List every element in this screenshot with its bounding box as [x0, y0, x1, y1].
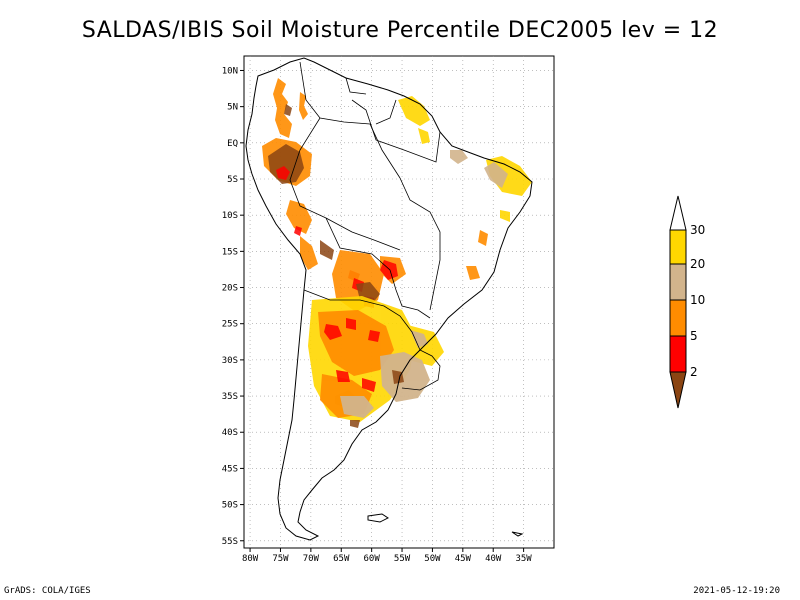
legend-label-30: 30 — [690, 223, 705, 237]
legend-colorbar: 30 20 10 5 2 — [669, 195, 705, 409]
lat-tick-label: 50S — [222, 501, 238, 511]
lon-tick-label: 55W — [394, 554, 411, 564]
lon-tick-label: 50W — [424, 554, 441, 564]
legend-swatch-2-5 — [669, 335, 687, 373]
lat-tick-label: 10S — [222, 211, 238, 221]
lat-tick-label: EQ — [227, 139, 238, 149]
lat-tick-label: 5S — [227, 175, 238, 185]
lon-tick-label: 80W — [242, 554, 259, 564]
legend-arrow-top — [669, 195, 687, 231]
lat-tick-label: 25S — [222, 320, 238, 330]
longitude-axis: 80W 75W 70W 65W 60W 55W 50W 45W 40W 35W — [242, 548, 532, 564]
legend-label-10: 10 — [690, 293, 705, 307]
legend-label-5: 5 — [690, 329, 698, 343]
lon-tick-label: 40W — [485, 554, 502, 564]
legend-swatch-20-30 — [669, 229, 687, 265]
small-island-outline — [511, 531, 524, 537]
legend-label-2: 2 — [690, 365, 698, 379]
lat-tick-label: 45S — [222, 464, 238, 474]
lon-tick-label: 45W — [455, 554, 472, 564]
lat-tick-label: 15S — [222, 247, 238, 257]
lat-tick-label: 10N — [222, 66, 238, 76]
lat-tick-label: 40S — [222, 428, 238, 438]
south-america-coastline — [245, 57, 533, 541]
lat-tick-label: 35S — [222, 392, 238, 402]
lon-tick-label: 70W — [303, 554, 320, 564]
lat-tick-label: 55S — [222, 537, 238, 547]
lat-tick-label: 30S — [222, 356, 238, 366]
lat-tick-label: 20S — [222, 284, 238, 294]
lon-tick-label: 60W — [364, 554, 381, 564]
map-title: SALDAS/IBIS Soil Moisture Percentile DEC… — [81, 18, 719, 43]
footer-credit: GrADS: COLA/IGES — [4, 586, 91, 596]
legend-arrow-bottom — [669, 371, 687, 409]
legend-swatch-10-20 — [669, 263, 687, 301]
lon-tick-label: 65W — [333, 554, 350, 564]
legend-label-20: 20 — [690, 257, 705, 271]
lon-tick-label: 75W — [272, 554, 289, 564]
footer-timestamp: 2021-05-12-19:20 — [693, 586, 780, 596]
latitude-axis: 10N 5N EQ 5S 10S 15S 20S 25S 30S 35S 40S 45S 50S 55S — [222, 66, 244, 547]
country-borders — [289, 61, 441, 391]
map-frame — [243, 55, 555, 549]
legend-swatch-5-10 — [669, 299, 687, 337]
falkland-islands-outline — [367, 513, 389, 523]
lon-tick-label: 35W — [515, 554, 532, 564]
lat-tick-label: 5N — [227, 103, 238, 113]
